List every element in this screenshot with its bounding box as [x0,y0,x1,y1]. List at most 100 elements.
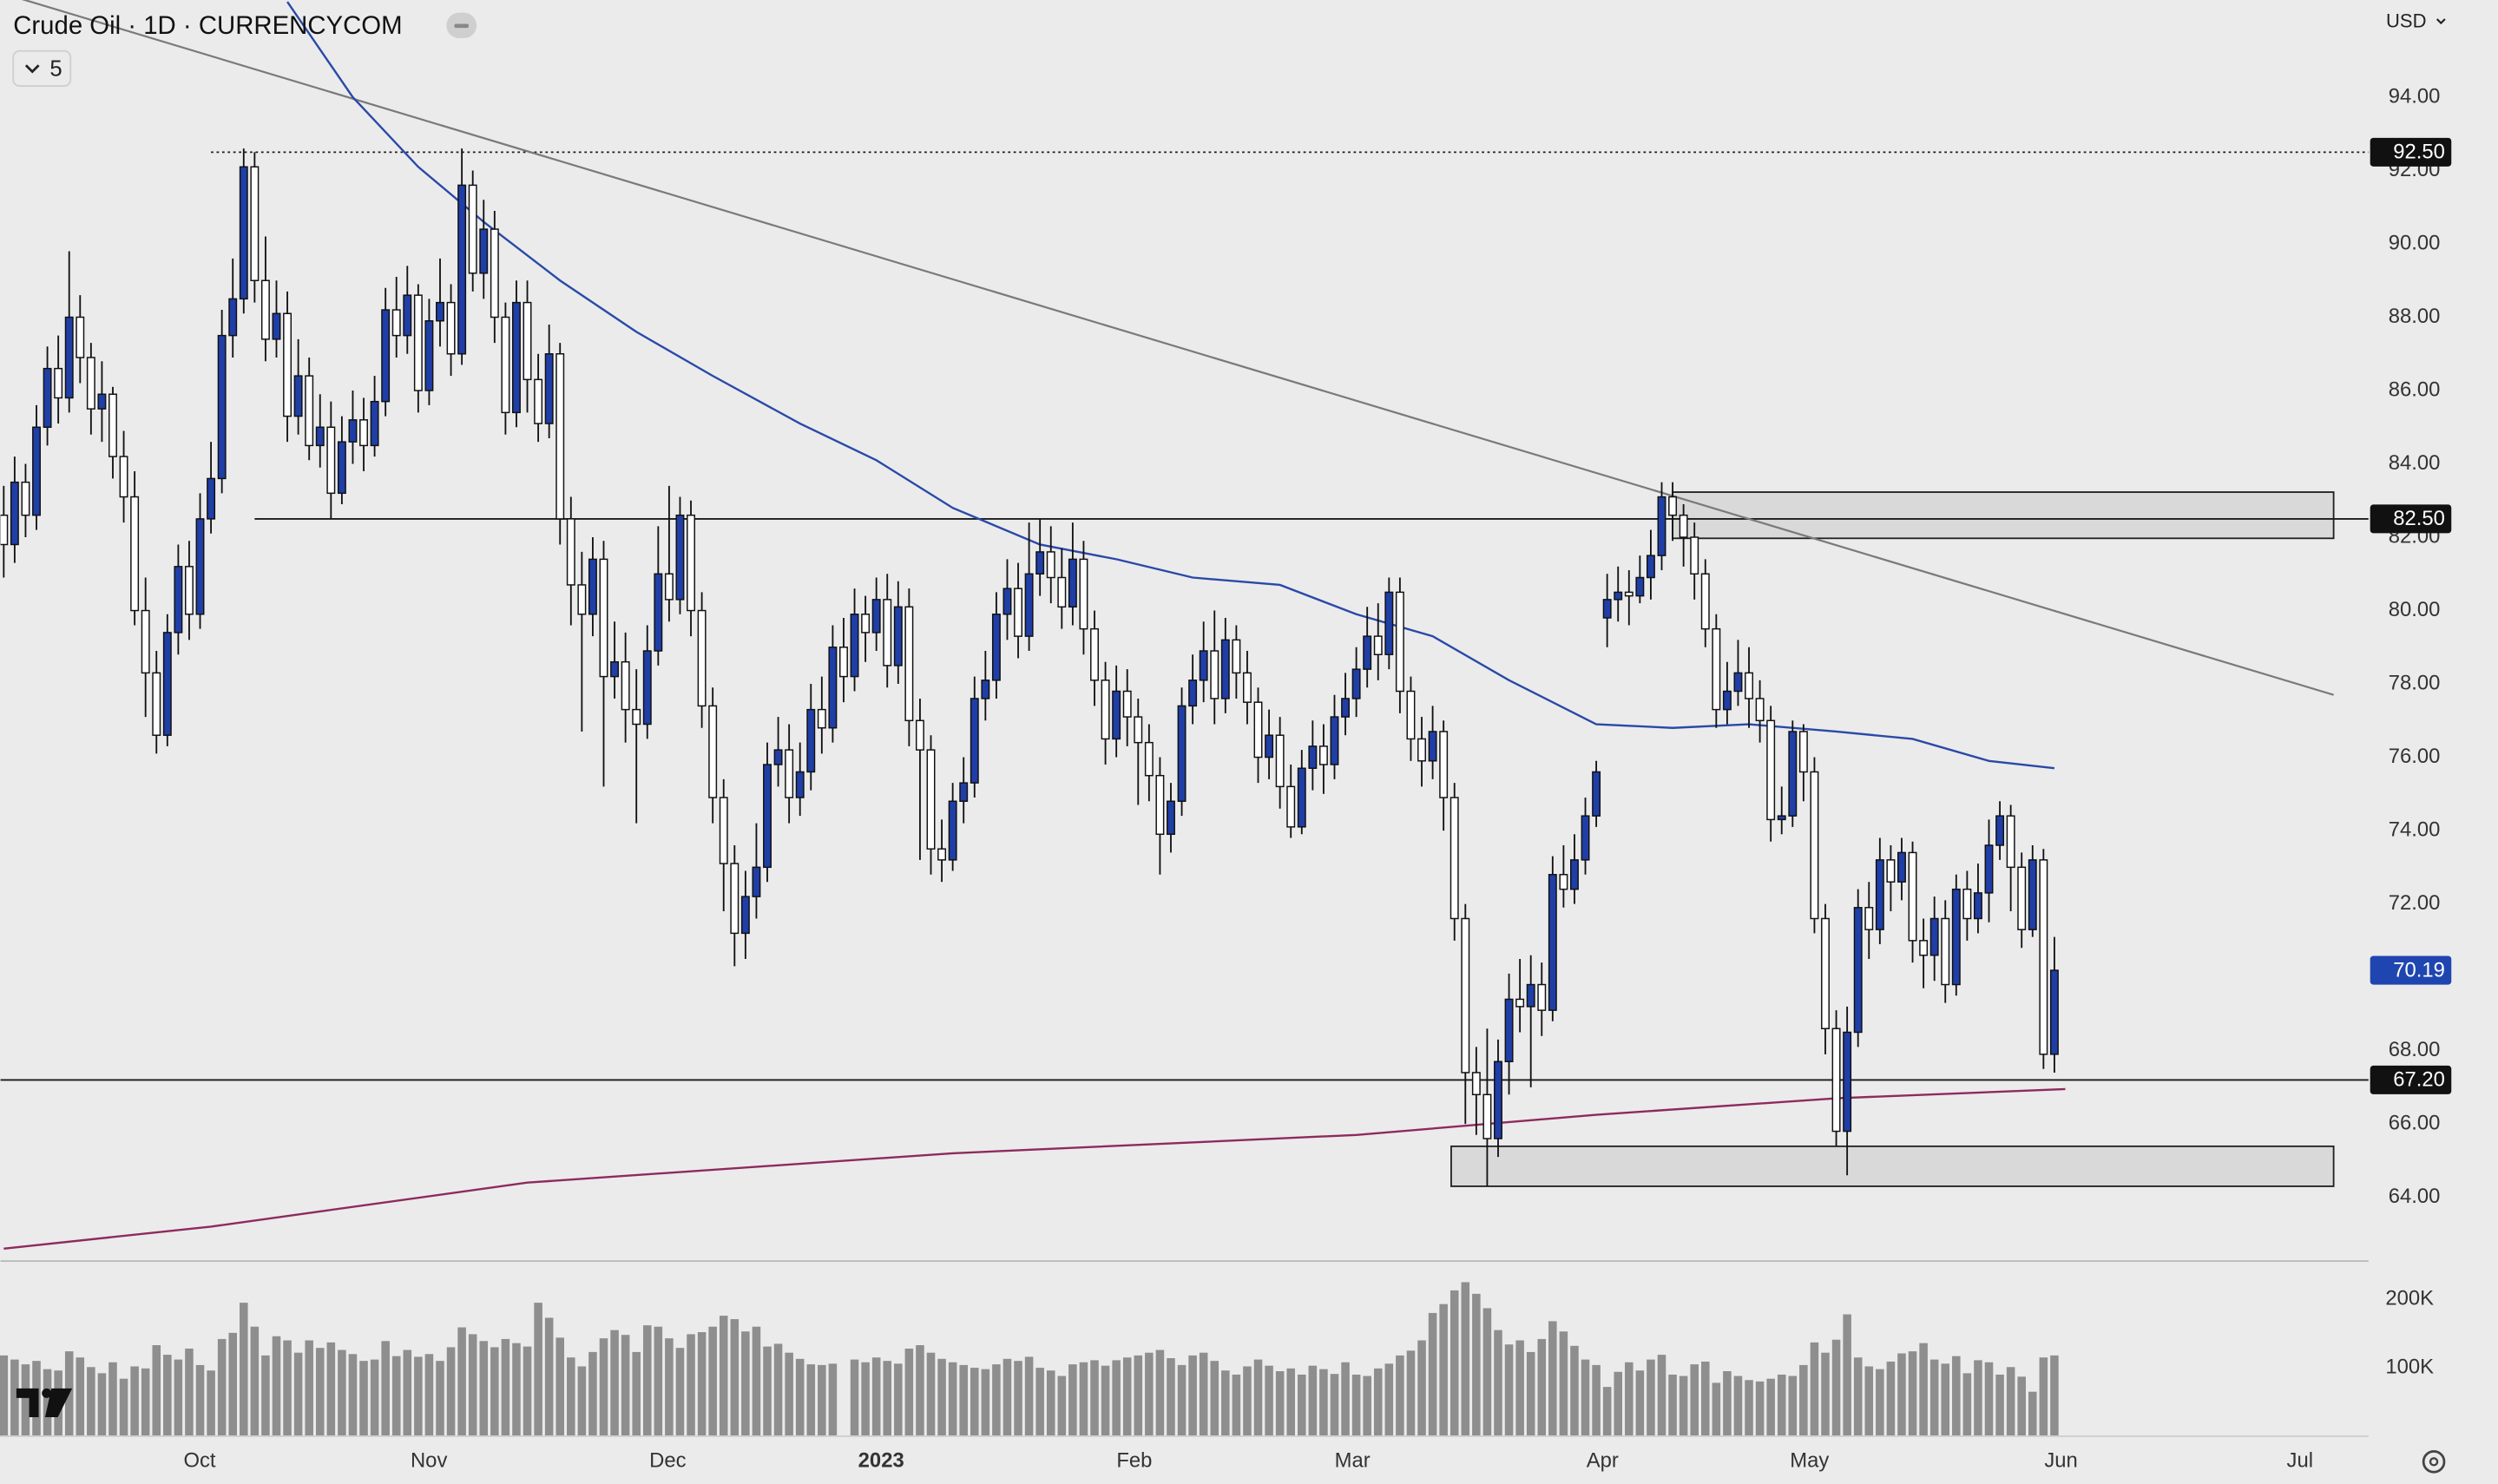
candle-body [588,558,597,615]
candle-body [1646,555,1655,579]
volume-bar [937,1358,946,1436]
volume-bar [1373,1368,1383,1436]
volume-bar [370,1359,379,1436]
volume-bar [479,1341,489,1436]
candle-body [828,647,838,729]
candle-body [64,316,74,399]
candle-body [1635,576,1645,597]
candle-body [1919,940,1929,956]
candle-body [1875,859,1884,930]
candle-body [1821,917,1830,1029]
volume-bar [981,1369,990,1436]
candle-body [141,609,150,674]
candle-body [1275,734,1285,788]
candle-body [162,632,172,736]
candle-body [1690,536,1699,575]
volume-bar [926,1352,936,1436]
x-tick-label: Oct [183,1449,215,1473]
volume-bar [1101,1365,1110,1436]
volume-bar [1134,1355,1143,1436]
logo[interactable] [16,1388,73,1417]
currency-selector[interactable]: USD [2386,10,2446,31]
candle-body [1461,917,1470,1074]
candle-body [108,393,117,457]
volume-bar [1647,1359,1655,1436]
candle-body [1777,815,1786,821]
level-label: 92.50 [2393,141,2445,164]
candle-body [1941,917,1950,986]
candle-body [1908,851,1917,942]
volume-bar [457,1327,466,1436]
level-badge [2370,137,2452,167]
volume-bar [2006,1367,2015,1436]
candle-body [424,319,434,391]
volume-bar [261,1355,270,1436]
candle-body [1122,690,1132,718]
volume-bar [970,1368,979,1436]
candle-body [1722,690,1732,711]
logo-dot [42,1388,52,1398]
volume-bar [1384,1363,1394,1436]
candle-body [239,166,248,300]
volume-bar [1155,1349,1165,1436]
candle-body [523,301,532,381]
volume-bar [108,1362,117,1436]
candle-body [1308,745,1318,769]
candle-body [948,800,957,861]
volume-bar [1984,1362,1994,1436]
x-tick-label: Nov [411,1449,447,1473]
volume-bar [1614,1371,1623,1436]
x-tick-label: 2023 [858,1449,904,1473]
visibility-toggle[interactable] [446,12,477,39]
axes: 64.0066.0068.0070.0072.0074.0076.0078.00… [183,84,2452,1473]
volume-tick-label: 100K [2385,1355,2434,1378]
indicator-count[interactable]: 5 [12,49,72,87]
candle-body [839,647,848,678]
indicator-box[interactable] [12,49,72,87]
logo-t [16,1388,39,1417]
candle-body [1559,874,1568,890]
chevron [24,64,40,74]
volume-bar [1024,1356,1034,1436]
volume-bar [174,1359,183,1436]
volume-bar [567,1357,575,1436]
candle-body [54,367,63,399]
volume-bar [468,1334,477,1436]
volume-bar [217,1338,227,1436]
candle-body [1167,800,1175,836]
candle-body [566,518,575,586]
volume-bar [795,1358,805,1436]
candle-body [1831,1028,1841,1133]
volume-bar [806,1364,816,1436]
volume-bar [1679,1376,1688,1436]
volume-bar [1559,1331,1568,1436]
x-tick-label: Dec [649,1449,686,1473]
volume-bar [305,1340,313,1436]
candle-body [1853,907,1863,1034]
volume-bar [850,1359,859,1436]
volume-bar [43,1369,52,1436]
candle-body [1395,591,1404,693]
volume-bar [1864,1366,1874,1436]
candle-body [1995,815,2005,846]
volume-bar [1351,1374,1361,1436]
settings-button[interactable] [2422,1450,2446,1474]
candle-body [1155,774,1165,836]
candle-body [785,749,794,798]
candle-body [1079,558,1088,630]
volume-bar [10,1359,19,1436]
chart-title: Crude Oil · 1D · CURRENCYCOM [13,11,402,40]
trendline [21,0,2334,696]
volume-bar [544,1317,554,1436]
currency[interactable]: USD [2386,10,2426,31]
gear-outer[interactable] [2422,1450,2446,1474]
y-tick-label: 94.00 [2389,84,2441,108]
candle-body [86,357,95,410]
candle-body [348,419,358,443]
candle-body [2028,859,2037,930]
y-tick-label: 68.00 [2389,1038,2441,1061]
volume-bar [414,1356,423,1436]
